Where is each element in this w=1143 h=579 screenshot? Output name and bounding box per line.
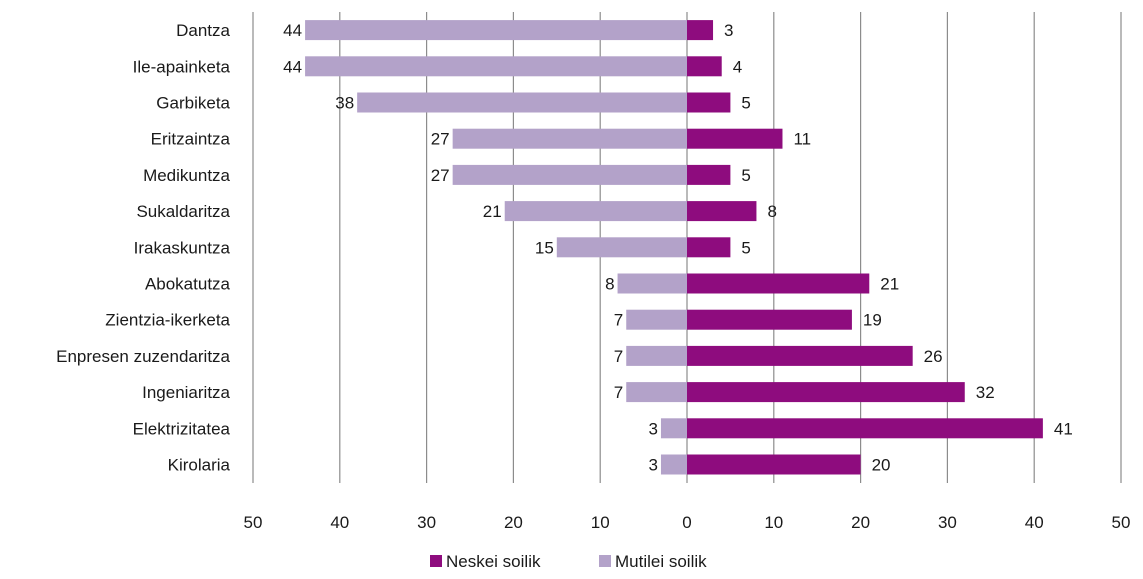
data-label-neskei-soilik: 41 [1054, 419, 1073, 438]
bar-mutilei-soilik-ingeniaritza [626, 382, 687, 403]
data-label-neskei-soilik: 21 [880, 275, 899, 294]
bar-mutilei-soilik-irakaskuntza [556, 237, 687, 258]
data-label-neskei-soilik: 5 [741, 166, 750, 185]
bar-neskei-soilik-abokatutza [687, 273, 870, 294]
bar-mutilei-soilik-garbiketa [357, 92, 687, 113]
data-label-neskei-soilik: 32 [976, 383, 995, 402]
legend-label-neskei-soilik: Neskei soilik [446, 552, 541, 571]
data-label-neskei-soilik: 5 [741, 238, 750, 257]
data-label-mutilei-soilik: 27 [431, 130, 450, 149]
bars [305, 20, 1043, 475]
x-axis-ticks: 50 40 30 20 10 0 10 20 30 40 50 [244, 513, 1131, 532]
x-tick-label: 30 [417, 513, 436, 532]
x-tick-label: 20 [851, 513, 870, 532]
x-tick-label: 10 [764, 513, 783, 532]
x-tick-label: 40 [330, 513, 349, 532]
bar-neskei-soilik-elektrizitatea [687, 418, 1043, 439]
data-label-neskei-soilik: 20 [872, 456, 891, 475]
x-tick-label: 10 [591, 513, 610, 532]
data-label-neskei-soilik: 26 [924, 347, 943, 366]
bar-neskei-soilik-sukaldaritza [687, 201, 757, 222]
legend-label-mutilei-soilik: Mutilei soilik [615, 552, 707, 571]
bar-mutilei-soilik-zientzia-ikerketa [626, 309, 687, 330]
x-tick-label: 0 [682, 513, 691, 532]
data-label-neskei-soilik: 11 [793, 130, 811, 149]
category-label: Abokatutza [145, 275, 231, 294]
legend: Neskei soilik Mutilei soilik [430, 552, 707, 571]
bar-neskei-soilik-irakaskuntza [687, 237, 731, 258]
category-labels: Dantza Ile-apainketa Garbiketa Eritzaintza M… [56, 21, 230, 474]
data-label-mutilei-soilik: 15 [535, 238, 554, 257]
data-label-neskei-soilik: 3 [724, 21, 733, 40]
bar-neskei-soilik-garbiketa [687, 92, 731, 113]
bar-mutilei-soilik-ile-apainketa [305, 56, 687, 77]
bar-mutilei-soilik-dantza [305, 20, 687, 41]
data-label-neskei-soilik: 4 [733, 57, 742, 76]
data-label-mutilei-soilik: 3 [648, 419, 657, 438]
data-label-mutilei-soilik: 38 [335, 94, 354, 113]
category-label: Ingeniaritza [142, 383, 230, 402]
bar-mutilei-soilik-sukaldaritza [504, 201, 687, 222]
data-label-neskei-soilik: 19 [863, 311, 882, 330]
x-tick-label: 50 [244, 513, 263, 532]
x-tick-label: 30 [938, 513, 957, 532]
category-label: Sukaldaritza [136, 202, 230, 221]
legend-swatch-neskei-soilik [430, 555, 442, 567]
category-label: Eritzaintza [151, 130, 231, 149]
category-label: Elektrizitatea [133, 419, 231, 438]
category-label: Ile-apainketa [133, 57, 231, 76]
x-tick-label: 40 [1025, 513, 1044, 532]
data-label-mutilei-soilik: 7 [614, 347, 623, 366]
category-label: Kirolaria [168, 456, 231, 475]
data-label-mutilei-soilik: 44 [283, 57, 302, 76]
legend-swatch-mutilei-soilik [599, 555, 611, 567]
data-label-neskei-soilik: 5 [741, 94, 750, 113]
bar-neskei-soilik-dantza [687, 20, 714, 41]
data-label-neskei-soilik: 8 [767, 202, 776, 221]
bar-mutilei-soilik-enpresen-zuzendaritza [626, 345, 687, 366]
data-label-mutilei-soilik: 7 [614, 383, 623, 402]
data-label-mutilei-soilik: 27 [431, 166, 450, 185]
data-label-mutilei-soilik: 21 [483, 202, 502, 221]
data-label-mutilei-soilik: 7 [614, 311, 623, 330]
x-tick-label: 20 [504, 513, 523, 532]
bar-neskei-soilik-enpresen-zuzendaritza [687, 345, 913, 366]
x-tick-label: 50 [1112, 513, 1131, 532]
bar-neskei-soilik-eritzaintza [687, 128, 783, 149]
category-label: Garbiketa [156, 94, 230, 113]
bar-neskei-soilik-ingeniaritza [687, 382, 965, 403]
category-label: Medikuntza [143, 166, 230, 185]
bar-mutilei-soilik-medikuntza [452, 164, 687, 185]
bar-neskei-soilik-kirolaria [687, 454, 861, 475]
category-label: Dantza [176, 21, 230, 40]
bar-mutilei-soilik-kirolaria [660, 454, 687, 475]
data-label-mutilei-soilik: 3 [648, 456, 657, 475]
bar-neskei-soilik-zientzia-ikerketa [687, 309, 852, 330]
data-label-mutilei-soilik: 44 [283, 21, 302, 40]
bar-mutilei-soilik-eritzaintza [452, 128, 687, 149]
bar-mutilei-soilik-abokatutza [617, 273, 687, 294]
category-label: Enpresen zuzendaritza [56, 347, 230, 366]
bar-neskei-soilik-medikuntza [687, 164, 731, 185]
bar-neskei-soilik-ile-apainketa [687, 56, 722, 77]
category-label: Zientzia-ikerketa [105, 311, 230, 330]
data-label-mutilei-soilik: 8 [605, 275, 614, 294]
bar-mutilei-soilik-elektrizitatea [660, 418, 687, 439]
category-label: Irakaskuntza [134, 238, 231, 257]
